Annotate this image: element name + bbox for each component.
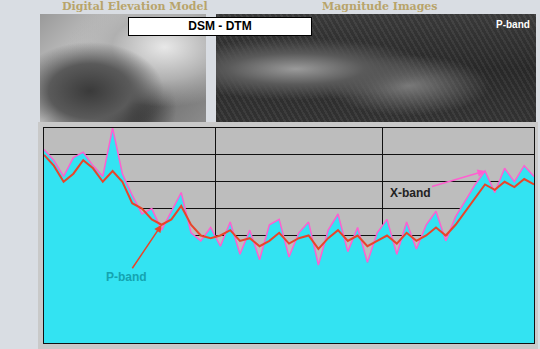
html-text:DSM - DTM: DSM - DTM [188, 19, 252, 33]
html-text:Digital Elevation Model: Digital Elevation Model [62, 0, 208, 13]
svg-text:X-band: X-band [390, 186, 431, 200]
html-text:P-band: P-band [496, 19, 530, 30]
svg-text:P-band: P-band [106, 270, 147, 284]
html-text:Magnitude Images: Magnitude Images [322, 0, 438, 13]
